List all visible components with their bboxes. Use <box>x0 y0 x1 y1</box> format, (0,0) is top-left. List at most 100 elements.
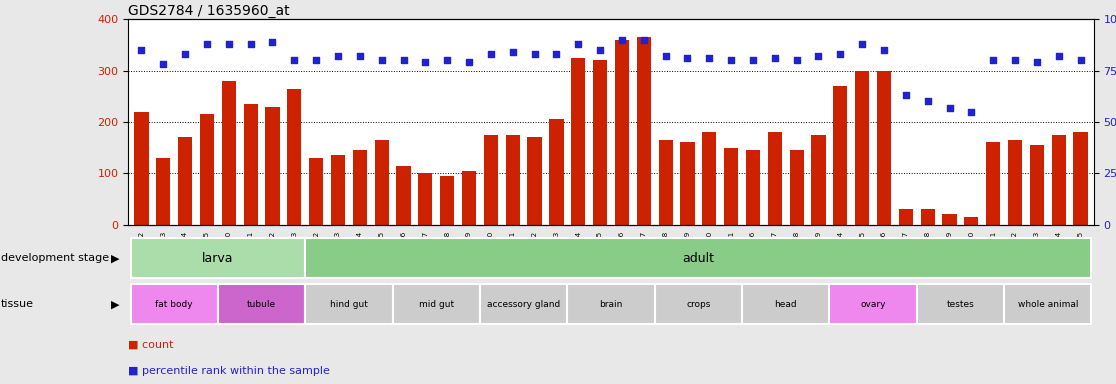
Bar <box>636 37 651 225</box>
Point <box>875 47 893 53</box>
Point <box>1071 57 1089 63</box>
Point <box>941 104 959 111</box>
Bar <box>615 40 629 225</box>
Bar <box>1008 140 1022 225</box>
Point <box>656 53 674 59</box>
Bar <box>331 155 345 225</box>
Bar <box>440 176 454 225</box>
Text: ■ count: ■ count <box>128 339 174 349</box>
Text: crops: crops <box>686 300 711 309</box>
Bar <box>593 60 607 225</box>
Bar <box>309 158 324 225</box>
Bar <box>243 104 258 225</box>
Point <box>526 51 543 57</box>
Bar <box>834 86 847 225</box>
Bar <box>829 284 916 324</box>
Point <box>831 51 849 57</box>
Text: tubule: tubule <box>247 300 276 309</box>
Bar <box>418 173 433 225</box>
Point <box>788 57 806 63</box>
Point <box>439 57 456 63</box>
Text: ■ percentile rank within the sample: ■ percentile rank within the sample <box>128 366 330 376</box>
Bar <box>811 135 826 225</box>
Point <box>591 47 609 53</box>
Bar <box>877 71 891 225</box>
Bar <box>1030 145 1043 225</box>
Bar <box>1004 284 1091 324</box>
Point <box>286 57 304 63</box>
Text: mid gut: mid gut <box>418 300 454 309</box>
Text: hind gut: hind gut <box>330 300 368 309</box>
Point <box>854 41 872 47</box>
Bar <box>131 238 306 278</box>
Bar <box>131 284 218 324</box>
Bar <box>266 106 280 225</box>
Point <box>482 51 500 57</box>
Bar <box>702 132 716 225</box>
Point <box>679 55 696 61</box>
Point <box>198 41 215 47</box>
Bar <box>855 71 869 225</box>
Bar <box>393 284 480 324</box>
Point <box>350 53 368 59</box>
Text: tissue: tissue <box>1 299 35 310</box>
Point <box>263 39 281 45</box>
Bar <box>742 284 829 324</box>
Text: larva: larva <box>202 252 233 265</box>
Bar <box>964 217 979 225</box>
Point <box>307 57 325 63</box>
Bar <box>306 284 393 324</box>
Point <box>176 51 194 57</box>
Bar <box>528 137 541 225</box>
Point <box>635 37 653 43</box>
Bar <box>396 166 411 225</box>
Point <box>220 41 238 47</box>
Bar <box>134 112 148 225</box>
Text: ▶: ▶ <box>110 299 119 310</box>
Bar <box>724 147 738 225</box>
Bar <box>658 140 673 225</box>
Text: development stage: development stage <box>1 253 109 263</box>
Bar <box>156 158 171 225</box>
Bar <box>306 238 1091 278</box>
Bar <box>179 137 192 225</box>
Point <box>744 57 762 63</box>
Point <box>918 98 936 104</box>
Bar <box>987 142 1000 225</box>
Bar <box>200 114 214 225</box>
Point <box>701 55 719 61</box>
Bar <box>1074 132 1088 225</box>
Point <box>460 59 478 65</box>
Bar <box>353 150 367 225</box>
Bar <box>484 135 498 225</box>
Bar <box>462 171 477 225</box>
Bar <box>549 119 564 225</box>
Text: testes: testes <box>946 300 974 309</box>
Point <box>416 59 434 65</box>
Point <box>722 57 740 63</box>
Point <box>809 53 827 59</box>
Bar <box>567 284 655 324</box>
Text: whole animal: whole animal <box>1018 300 1078 309</box>
Point <box>897 92 915 98</box>
Point <box>503 49 521 55</box>
Bar <box>287 89 301 225</box>
Bar <box>506 135 520 225</box>
Point <box>1050 53 1068 59</box>
Point <box>242 41 260 47</box>
Point <box>1007 57 1024 63</box>
Point <box>1028 59 1046 65</box>
Text: brain: brain <box>599 300 623 309</box>
Bar <box>916 284 1004 324</box>
Bar <box>222 81 235 225</box>
Text: ▶: ▶ <box>110 253 119 263</box>
Bar <box>480 284 567 324</box>
Point <box>154 61 172 68</box>
Text: fat body: fat body <box>155 300 193 309</box>
Text: GDS2784 / 1635960_at: GDS2784 / 1635960_at <box>128 4 290 18</box>
Point <box>395 57 413 63</box>
Bar <box>942 214 956 225</box>
Point <box>766 55 783 61</box>
Point <box>329 53 347 59</box>
Point <box>569 41 587 47</box>
